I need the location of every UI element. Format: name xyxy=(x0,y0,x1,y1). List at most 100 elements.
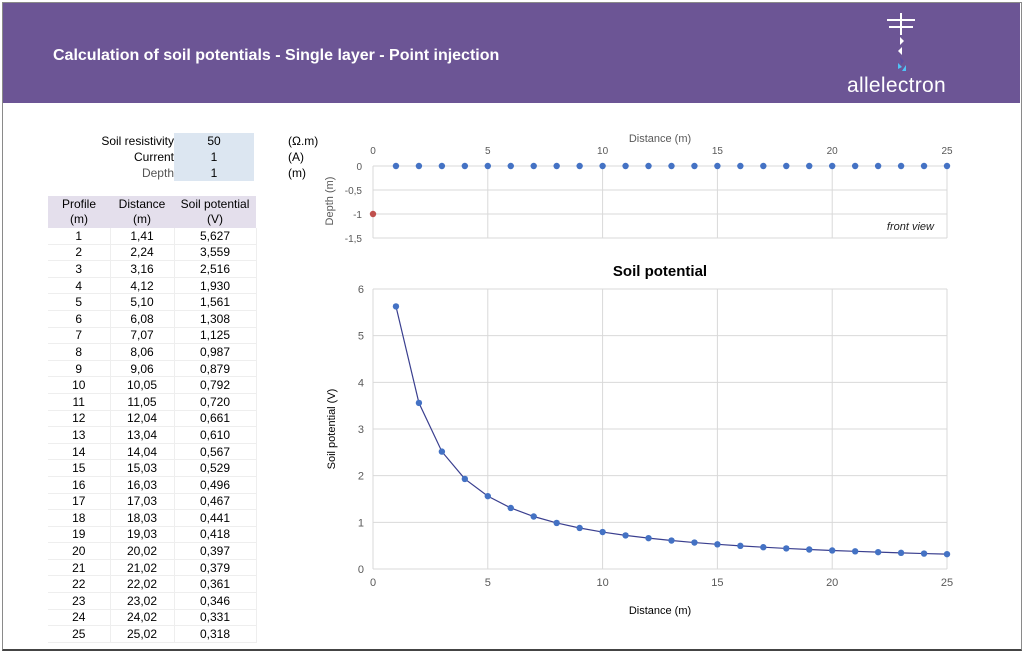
x-tick-label: 0 xyxy=(370,146,376,157)
table-cell[interactable]: 10,05 xyxy=(110,376,175,394)
table-cell[interactable]: 11 xyxy=(48,393,111,411)
table-cell[interactable]: 21,02 xyxy=(110,559,175,577)
table-cell[interactable]: 0,418 xyxy=(174,526,257,544)
table-cell[interactable]: 4,12 xyxy=(110,277,175,295)
x-tick-label: 10 xyxy=(597,146,609,157)
soil-resistivity-input[interactable]: 50 xyxy=(174,133,254,149)
table-cell[interactable]: 0,987 xyxy=(174,343,257,361)
table-cell[interactable]: 15,03 xyxy=(110,459,175,477)
table-cell[interactable]: 0,441 xyxy=(174,509,257,527)
data-point xyxy=(599,162,606,170)
table-cell[interactable]: 19 xyxy=(48,526,111,544)
table-cell[interactable]: 23,02 xyxy=(110,592,175,610)
table-cell[interactable]: 3,16 xyxy=(110,260,175,278)
column-header: Soil potential (V) xyxy=(174,196,256,228)
table-cell[interactable]: 10 xyxy=(48,376,111,394)
table-cell[interactable]: 0,879 xyxy=(174,360,257,378)
table-cell[interactable]: 15 xyxy=(48,459,111,477)
table-cell[interactable]: 3 xyxy=(48,260,111,278)
table-cell[interactable]: 23 xyxy=(48,592,111,610)
table-cell[interactable]: 16 xyxy=(48,476,111,494)
table-cell[interactable]: 0,567 xyxy=(174,443,257,461)
table-cell[interactable]: 0,792 xyxy=(174,376,257,394)
table-cell[interactable]: 0,397 xyxy=(174,542,257,560)
table-cell[interactable]: 0,467 xyxy=(174,493,257,511)
table-cell[interactable]: 21 xyxy=(48,559,111,577)
table-cell[interactable]: 17,03 xyxy=(110,493,175,511)
table-cell[interactable]: 16,03 xyxy=(110,476,175,494)
table-cell[interactable]: 0,331 xyxy=(174,609,257,627)
table-cell[interactable]: 24,02 xyxy=(110,609,175,627)
x-tick-label: 5 xyxy=(485,146,491,157)
depth-input[interactable]: 1 xyxy=(174,165,254,181)
table-cell[interactable]: 19,03 xyxy=(110,526,175,544)
table-cell[interactable]: 17 xyxy=(48,493,111,511)
table-cell[interactable]: 2,24 xyxy=(110,244,175,262)
table-cell[interactable]: 6,08 xyxy=(110,310,175,328)
table-cell[interactable]: 0,346 xyxy=(174,592,257,610)
table-cell[interactable]: 18 xyxy=(48,509,111,527)
page-title: Calculation of soil potentials - Single … xyxy=(53,47,500,64)
table-cell[interactable]: 24 xyxy=(48,609,111,627)
table-cell[interactable]: 14 xyxy=(48,443,111,461)
table-cell[interactable]: 1,125 xyxy=(174,327,257,345)
table-cell[interactable]: 0,318 xyxy=(174,625,257,643)
table-row: 23 23,02 0,346 xyxy=(48,592,257,610)
table-cell[interactable]: 14,04 xyxy=(110,443,175,461)
table-cell[interactable]: 0,361 xyxy=(174,575,257,594)
table-cell[interactable]: 2,516 xyxy=(174,260,257,278)
y-tick-label: 0 xyxy=(358,564,364,576)
table-cell[interactable]: 1,41 xyxy=(110,228,175,245)
data-point xyxy=(874,162,882,170)
table-cell[interactable]: 1,308 xyxy=(174,310,257,328)
table-cell[interactable]: 1 xyxy=(48,228,111,245)
table-cell[interactable]: 13 xyxy=(48,426,111,444)
y-tick-label: 6 xyxy=(358,284,364,296)
table-cell[interactable]: 0,496 xyxy=(174,476,257,494)
table-cell[interactable]: 25,02 xyxy=(110,625,175,643)
table-row: 24 24,02 0,331 xyxy=(48,609,257,627)
table-row: 21 21,02 0,379 xyxy=(48,559,257,577)
table-cell[interactable]: 5,10 xyxy=(110,293,175,311)
table-cell[interactable]: 2 xyxy=(48,244,111,262)
data-point xyxy=(369,210,377,218)
table-cell[interactable]: 4 xyxy=(48,277,111,295)
data-point xyxy=(507,504,514,512)
table-cell[interactable]: 13,04 xyxy=(110,426,175,444)
table-cell[interactable]: 5,627 xyxy=(174,228,257,245)
data-point xyxy=(484,492,491,500)
table-cell[interactable]: 9 xyxy=(48,360,111,378)
table-cell[interactable]: 22 xyxy=(48,575,111,594)
table-cell[interactable]: 0,529 xyxy=(174,459,257,477)
table-cell[interactable]: 22,02 xyxy=(110,575,175,594)
table-cell[interactable]: 7,07 xyxy=(110,327,175,345)
data-point xyxy=(622,162,629,170)
y-tick-label: 2 xyxy=(358,471,364,483)
table-cell[interactable]: 0,720 xyxy=(174,393,257,411)
table-cell[interactable]: 12 xyxy=(48,410,111,428)
table-cell[interactable]: 25 xyxy=(48,625,111,643)
table-cell[interactable]: 3,559 xyxy=(174,244,257,262)
table-cell[interactable]: 8 xyxy=(48,343,111,361)
table-cell[interactable]: 20,02 xyxy=(110,542,175,560)
table-cell[interactable]: 7 xyxy=(48,327,111,345)
data-point xyxy=(415,399,423,407)
table-cell[interactable]: 0,661 xyxy=(174,410,257,428)
table-cell[interactable]: 6 xyxy=(48,310,111,328)
table-cell[interactable]: 18,03 xyxy=(110,509,175,527)
current-input[interactable]: 1 xyxy=(174,149,254,165)
table-cell[interactable]: 0,610 xyxy=(174,426,257,444)
table-cell[interactable]: 12,04 xyxy=(110,410,175,428)
table-row: 4 4,12 1,930 xyxy=(48,277,257,295)
data-point xyxy=(920,162,928,170)
data-point xyxy=(806,162,813,170)
table-cell[interactable]: 20 xyxy=(48,542,111,560)
table-row: 15 15,03 0,529 xyxy=(48,459,257,477)
table-cell[interactable]: 11,05 xyxy=(110,393,175,411)
table-cell[interactable]: 1,561 xyxy=(174,293,257,311)
table-cell[interactable]: 1,930 xyxy=(174,277,257,295)
table-cell[interactable]: 8,06 xyxy=(110,343,175,361)
table-cell[interactable]: 9,06 xyxy=(110,360,175,378)
table-cell[interactable]: 0,379 xyxy=(174,559,257,577)
table-cell[interactable]: 5 xyxy=(48,293,111,311)
